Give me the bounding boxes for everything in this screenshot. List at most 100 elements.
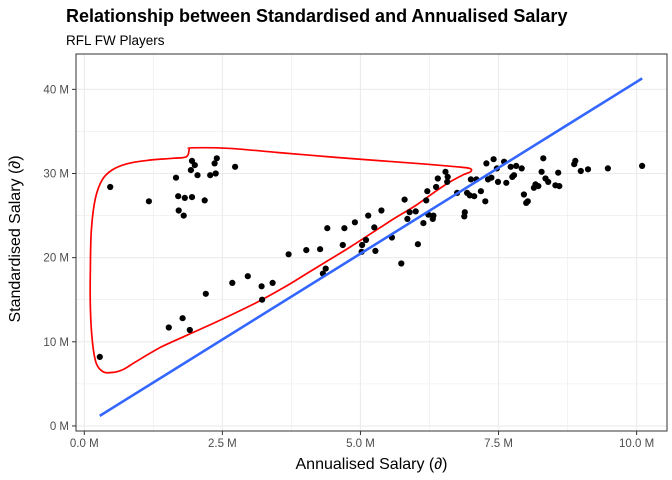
- data-point: [258, 283, 265, 290]
- data-point: [406, 209, 413, 216]
- x-tick-label: 0.0 M: [70, 438, 99, 450]
- data-point: [524, 198, 531, 205]
- data-point: [520, 191, 528, 198]
- chart-title: Relationship between Standardised and An…: [66, 6, 567, 26]
- data-point: [172, 174, 180, 181]
- data-point: [420, 220, 427, 227]
- data-point: [378, 207, 385, 214]
- data-point: [510, 172, 518, 179]
- data-point: [213, 155, 220, 162]
- data-point: [180, 212, 187, 219]
- data-point: [461, 209, 468, 216]
- data-point: [540, 155, 547, 162]
- data-point: [303, 247, 310, 254]
- x-tick-label: 7.5 M: [484, 438, 513, 450]
- y-tick-label: 40 M: [43, 84, 69, 96]
- data-point: [317, 246, 324, 253]
- data-point: [269, 279, 276, 286]
- data-point: [434, 175, 441, 182]
- data-point: [467, 176, 474, 183]
- data-point: [490, 156, 497, 163]
- data-point: [362, 236, 370, 244]
- data-point: [430, 212, 437, 219]
- points-group: [96, 155, 646, 360]
- data-point: [285, 251, 292, 258]
- data-point: [201, 197, 208, 204]
- data-point: [232, 163, 239, 170]
- data-point: [518, 165, 525, 172]
- data-point: [186, 326, 193, 334]
- data-point: [339, 241, 346, 249]
- x-axis-title: Annualised Salary (∂): [296, 456, 448, 473]
- data-point: [96, 353, 103, 360]
- panel-border: [75, 53, 668, 432]
- x-tick-label: 2.5 M: [208, 438, 237, 450]
- data-point: [444, 178, 451, 185]
- chart-subtitle: RFL FW Players: [66, 33, 165, 48]
- data-point: [433, 183, 440, 191]
- data-point: [555, 169, 562, 176]
- data-point: [351, 219, 358, 226]
- data-point: [398, 260, 405, 267]
- data-point: [535, 183, 542, 190]
- y-axis-title: Standardised Salary (∂): [7, 155, 24, 322]
- data-point: [207, 172, 214, 179]
- data-point: [187, 167, 194, 174]
- data-point: [202, 290, 209, 297]
- data-point: [414, 241, 421, 248]
- data-point: [401, 196, 408, 203]
- fit-line-group: [99, 77, 643, 417]
- data-point: [371, 224, 378, 231]
- data-point: [584, 166, 592, 173]
- data-point: [165, 324, 172, 331]
- y-tick-label: 20 M: [43, 253, 69, 265]
- data-point: [424, 188, 431, 195]
- data-point: [538, 168, 545, 175]
- data-point: [175, 207, 182, 214]
- x-tick-label: 10.0 M: [619, 438, 654, 450]
- data-point: [604, 165, 612, 172]
- data-point: [513, 162, 520, 169]
- data-point: [229, 279, 236, 286]
- data-point: [639, 162, 646, 169]
- region-outline: [89, 146, 473, 374]
- data-point: [212, 170, 219, 177]
- data-point: [494, 178, 502, 185]
- data-point: [572, 157, 579, 164]
- data-point: [404, 215, 411, 222]
- data-point: [322, 265, 329, 272]
- data-point: [259, 296, 266, 303]
- data-point: [181, 194, 188, 201]
- data-point: [194, 172, 201, 179]
- y-axis-ticks: 0 M 10 M 20 M 30 M 40 M: [43, 84, 76, 433]
- data-point: [507, 163, 514, 170]
- data-point: [324, 225, 331, 232]
- data-point: [482, 198, 489, 205]
- y-tick-label: 10 M: [43, 337, 69, 349]
- data-point: [423, 197, 430, 204]
- y-tick-label: 30 M: [43, 168, 69, 180]
- data-point: [577, 167, 584, 175]
- y-tick-label: 0 M: [50, 421, 69, 433]
- x-tick-label: 5.0 M: [346, 438, 375, 450]
- data-point: [477, 188, 484, 195]
- grid: [76, 54, 667, 431]
- x-axis-ticks: 0.0 M 2.5 M 5.0 M 7.5 M 10.0 M: [70, 431, 654, 450]
- fit-line: [99, 77, 643, 417]
- data-point: [488, 174, 495, 181]
- data-point: [145, 198, 152, 205]
- data-point: [211, 160, 218, 167]
- data-point: [442, 168, 449, 175]
- data-point: [359, 241, 366, 249]
- data-point: [372, 247, 379, 254]
- data-point: [179, 315, 186, 322]
- data-point: [444, 173, 451, 180]
- data-point: [188, 194, 196, 201]
- data-point: [175, 193, 182, 200]
- outline-group: [89, 146, 473, 374]
- data-point: [365, 212, 372, 219]
- data-point: [191, 162, 198, 169]
- data-point: [556, 183, 563, 190]
- data-point: [471, 193, 478, 200]
